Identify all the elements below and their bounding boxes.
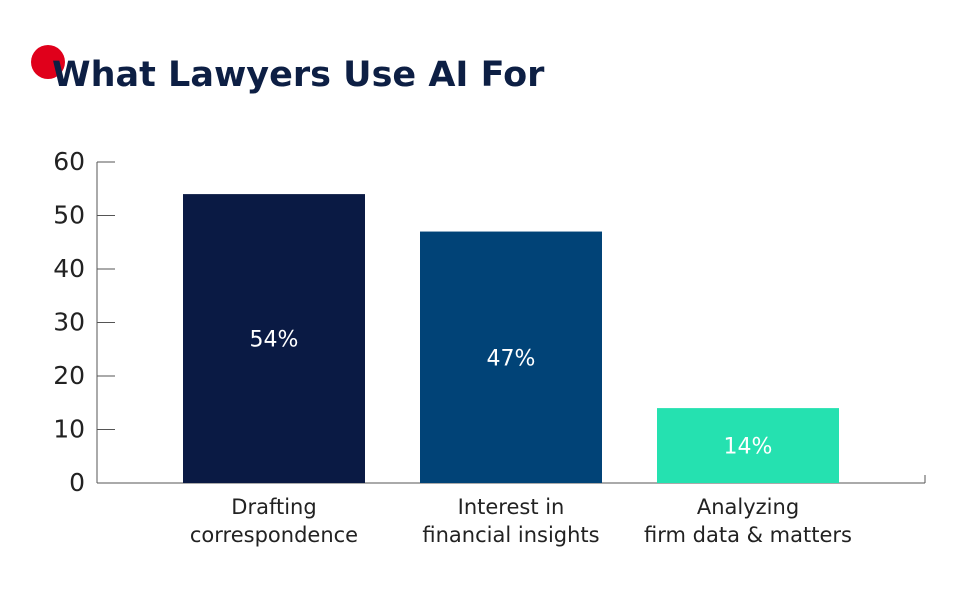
value-label: 54%: [250, 328, 299, 353]
chart-title: What Lawyers Use AI For: [52, 55, 545, 95]
y-tick-label: 30: [53, 308, 85, 337]
y-tick-label: 60: [53, 147, 85, 176]
bar: [420, 231, 602, 483]
y-tick-label: 10: [53, 415, 85, 444]
logo-dot: [31, 45, 65, 79]
y-tick-label: 40: [53, 254, 85, 283]
y-tick-label: 20: [53, 361, 85, 390]
x-tick-label: Drafting correspondence: [189, 495, 359, 547]
value-label: 47%: [487, 346, 536, 371]
y-tick-label: 0: [69, 468, 85, 497]
bar: [657, 408, 839, 483]
bar: [183, 194, 365, 483]
x-tick-label: Analyzing firm data & matters: [644, 495, 852, 547]
y-tick-label: 50: [53, 201, 85, 230]
value-label: 14%: [724, 435, 773, 460]
x-tick-label: Interest in financial insights: [422, 495, 600, 547]
